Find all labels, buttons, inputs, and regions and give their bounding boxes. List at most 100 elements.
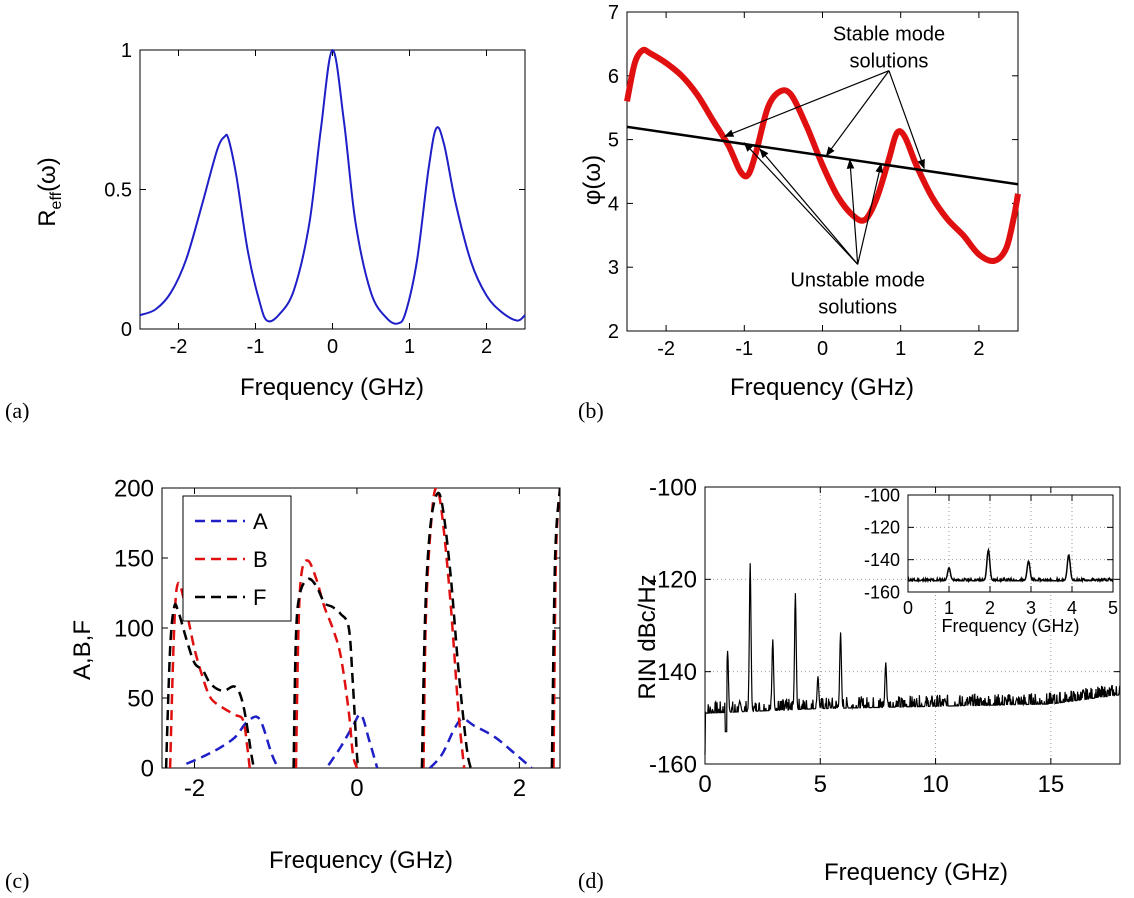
axes-frame xyxy=(626,11,1019,332)
x-tick-label: 0 xyxy=(698,771,711,798)
x-tick-label: -1 xyxy=(735,338,753,360)
x-tick-label: 15 xyxy=(1037,771,1064,798)
x-tick-label: 0 xyxy=(350,775,363,802)
y-tick-label: 200 xyxy=(114,475,154,502)
inset-spectrum-trace xyxy=(907,547,1114,584)
y-tick-label: 0 xyxy=(121,319,132,341)
y-tick-label: 6 xyxy=(608,66,619,88)
panel-a-xlabel: Frequency (GHz) xyxy=(240,374,424,401)
panel-d-ylabel: RIN dBc/Hz xyxy=(634,574,661,699)
x-tick-label: 5 xyxy=(814,771,827,798)
panel-b-label: (b) xyxy=(578,398,604,423)
axes-frame xyxy=(907,494,1114,593)
y-tick-label: -120 xyxy=(864,518,900,538)
x-tick-label: 4 xyxy=(1067,598,1077,618)
legend: ABF xyxy=(182,495,292,622)
y-tick-label: 2 xyxy=(608,321,619,343)
axes-frame xyxy=(704,486,1121,765)
x-tick-label: -1 xyxy=(247,336,265,358)
y-tick-label: 0.5 xyxy=(104,180,132,202)
annotation-text: solutions xyxy=(850,51,929,73)
y-tick-label: 0 xyxy=(141,755,154,782)
x-tick-label: 2 xyxy=(481,336,492,358)
x-tick-label: -2 xyxy=(184,775,205,802)
y-tick-label: 3 xyxy=(608,257,619,279)
x-tick-label: 1 xyxy=(944,598,954,618)
panel-d-label: (d) xyxy=(578,868,604,893)
stable-mode-annotation: Stable mode solutions xyxy=(723,24,945,170)
reff-curve xyxy=(139,48,526,325)
series-b-line xyxy=(168,581,251,768)
x-tick-label: 1 xyxy=(404,336,415,358)
series-a-line xyxy=(327,713,379,768)
annotation-arrow xyxy=(759,148,859,265)
panel-a: -2 -1 0 1 2 0 0.5 1 Frequency (GHz) Reff(ω) (a) xyxy=(5,40,526,423)
linear-phase-line xyxy=(626,125,1019,186)
y-tick-label: -160 xyxy=(649,751,697,778)
y-tick-label: -100 xyxy=(649,474,697,501)
panel-a-ylabel: Reff(ω) xyxy=(34,157,65,227)
x-tick-label: 2 xyxy=(985,598,995,618)
x-tick-label: 2 xyxy=(973,338,984,360)
panel-b-ylabel: φ(ω) xyxy=(579,155,606,205)
panel-c: -2 0 2 0 50 100 150 200 ABF Frequency (GHz) A,B,… xyxy=(5,475,561,893)
x-tick-label: 0 xyxy=(327,336,338,358)
panel-d-xlabel: Frequency (GHz) xyxy=(824,859,1008,886)
series-group xyxy=(164,488,560,768)
inset-xlabel: Frequency (GHz) xyxy=(941,616,1079,636)
annotation-arrow xyxy=(888,70,925,170)
y-tick-label: 50 xyxy=(127,685,154,712)
panel-b-xlabel: Frequency (GHz) xyxy=(730,374,914,401)
y-tick-label: 4 xyxy=(608,193,619,215)
panel-c-label: (c) xyxy=(5,868,29,893)
rin-spectrum-trace xyxy=(704,563,1121,755)
x-tick-label: 0 xyxy=(817,338,828,360)
x-tick-label: -2 xyxy=(170,336,188,358)
y-tick-label: -120 xyxy=(649,567,697,594)
x-tick-label: 10 xyxy=(922,771,949,798)
legend-label: A xyxy=(253,509,268,534)
legend-label: B xyxy=(253,547,268,572)
legend-label: F xyxy=(253,585,266,610)
annotation-arrow xyxy=(825,70,890,157)
annotation-arrow xyxy=(723,70,890,137)
series-a-line xyxy=(429,717,533,768)
series-f-line xyxy=(420,491,472,768)
phase-curve xyxy=(624,46,1021,265)
axes-frame xyxy=(161,487,561,769)
series-a-line xyxy=(185,715,280,768)
panel-b: -2 -1 0 1 2 2 3 4 5 6 7 Stable mode solutions Unstabl… xyxy=(578,2,1021,423)
panel-c-ylabel: A,B,F xyxy=(69,620,96,680)
panel-d: 0 5 10 15 -160 -140 -120 -100 0 1 2 3 4 5 -160 -140 -120… xyxy=(578,474,1121,893)
annotation-text: solutions xyxy=(818,296,897,318)
inset-background xyxy=(908,495,1113,592)
panel-c-xlabel: Frequency (GHz) xyxy=(269,847,453,874)
y-tick-label: -160 xyxy=(864,582,900,602)
series-f-line xyxy=(550,488,560,768)
y-tick-label: -100 xyxy=(864,485,900,505)
y-tick-label: -140 xyxy=(864,550,900,570)
annotation-arrow xyxy=(846,159,859,265)
series-f-line xyxy=(164,602,256,768)
panel-a-label: (a) xyxy=(5,398,29,423)
annotation-arrow xyxy=(743,142,859,265)
x-tick-label: 0 xyxy=(903,598,913,618)
x-tick-label: 5 xyxy=(1108,598,1118,618)
y-tick-label: 1 xyxy=(121,40,132,62)
series-b-line xyxy=(422,488,466,768)
inset-plot: 0 1 2 3 4 5 -160 -140 -120 -100 Frequency (GHz) xyxy=(864,485,1118,636)
x-tick-label: 3 xyxy=(1026,598,1036,618)
x-tick-label: 2 xyxy=(513,775,526,802)
annotation-text: Unstable mode xyxy=(790,269,925,291)
y-tick-label: 100 xyxy=(114,615,154,642)
series-b-line xyxy=(294,559,359,768)
y-tick-label: 7 xyxy=(608,2,619,24)
series-f-line xyxy=(292,577,360,768)
y-tick-label: 5 xyxy=(608,130,619,152)
x-tick-label: 1 xyxy=(895,338,906,360)
x-tick-label: -2 xyxy=(657,338,675,360)
annotation-text: Stable mode xyxy=(833,24,945,46)
y-tick-label: 150 xyxy=(114,545,154,572)
y-tick-label: -140 xyxy=(649,659,697,686)
